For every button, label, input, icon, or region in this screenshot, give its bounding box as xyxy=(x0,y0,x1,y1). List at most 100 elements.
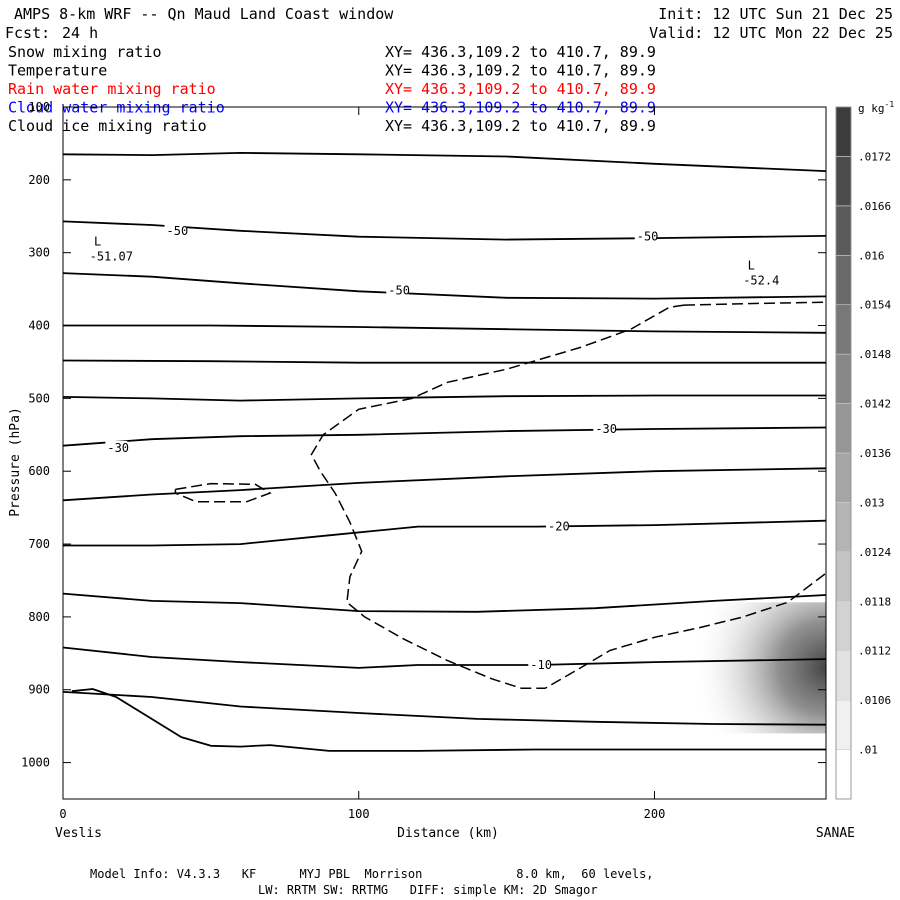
left-endpoint-label: Veslis xyxy=(55,826,102,841)
x-tick-label: 0 xyxy=(59,807,66,821)
x-tick-label: 100 xyxy=(348,807,370,821)
svg-text:-51.07: -51.07 xyxy=(90,249,133,263)
svg-text:L: L xyxy=(94,234,101,248)
svg-text:-50: -50 xyxy=(388,284,410,298)
colorbar-swatch xyxy=(835,502,852,553)
low-marker: L-52.4 xyxy=(743,258,779,287)
x-tick-label: 200 xyxy=(644,807,666,821)
colorbar-swatch xyxy=(835,452,852,503)
colorbar-swatch xyxy=(835,403,852,454)
right-endpoint-label: SANAE xyxy=(816,826,855,841)
y-axis-label: Pressure (hPa) xyxy=(8,407,23,517)
contour-label: -50 xyxy=(634,229,659,244)
colorbar-swatch xyxy=(835,600,852,652)
colorbar-swatch xyxy=(835,749,852,800)
contour-label: -30 xyxy=(593,421,617,436)
forecast-label: Fcst: xyxy=(5,24,50,42)
field-coords: XY= 436.3,109.2 to 410.7, 89.9 xyxy=(385,80,656,98)
colorbar-swatch xyxy=(835,551,852,602)
temperature-contour xyxy=(63,519,827,547)
contour-label: -20 xyxy=(546,519,570,534)
y-tick-label: 200 xyxy=(28,173,50,187)
colorbar-level-label: .0172 xyxy=(858,150,891,163)
colorbar-level-label: .01 xyxy=(858,744,878,757)
y-axis: 100 200 300 400 500 600 700 800 900 1000 xyxy=(21,100,826,770)
chart-title: AMPS 8-km WRF -- Qn Maud Land Coast wind… xyxy=(14,5,394,23)
low-marker: L-51.07 xyxy=(90,234,133,263)
y-tick-label: 300 xyxy=(28,246,50,260)
colorbar-swatch xyxy=(835,205,852,256)
y-tick-label: 500 xyxy=(28,391,50,405)
plot-area: -50 -50-50-30-30-20-10L-51.07L-52.4 xyxy=(62,106,827,800)
svg-text:-10: -10 xyxy=(530,658,552,672)
init-time: Init: 12 UTC Sun 21 Dec 25 xyxy=(658,5,893,23)
fields-legend: Snow mixing ratio XY= 436.3,109.2 to 410.… xyxy=(8,43,656,135)
y-tick-label: 600 xyxy=(28,464,50,478)
field-coords: XY= 436.3,109.2 to 410.7, 89.9 xyxy=(385,62,656,80)
contour-label: -50 xyxy=(164,223,189,238)
svg-text:-50: -50 xyxy=(637,230,659,244)
svg-text:L: L xyxy=(748,258,755,272)
temperature-contour xyxy=(62,359,826,364)
temperature-contour xyxy=(62,394,826,402)
temperature-contour xyxy=(62,426,827,447)
snow-mixing-shading xyxy=(689,602,826,734)
forecast-hours: 24 h xyxy=(62,24,98,42)
svg-text:-52.4: -52.4 xyxy=(743,273,779,287)
colorbar-swatch xyxy=(835,254,852,306)
y-tick-label: 900 xyxy=(28,683,50,697)
field-name: Snow mixing ratio xyxy=(8,43,162,61)
colorbar-swatch xyxy=(835,699,852,750)
colorbar-level-label: .0106 xyxy=(858,694,891,707)
svg-text:-30: -30 xyxy=(595,422,617,436)
cloud-ice-contour xyxy=(310,304,827,690)
valid-time: Valid: 12 UTC Mon 22 Dec 25 xyxy=(649,24,893,42)
model-info-line1: Model Info: V4.3.3 KF MYJ PBL Morrison 8… xyxy=(90,867,654,881)
colorbar-level-label: .0124 xyxy=(858,546,891,559)
colorbar-level-label: .0142 xyxy=(858,398,891,411)
field-coords: XY= 436.3,109.2 to 410.7, 89.9 xyxy=(385,43,656,61)
temperature-contour xyxy=(62,467,827,502)
y-tick-label: 400 xyxy=(28,319,50,333)
svg-text:-20: -20 xyxy=(548,520,570,534)
colorbar-level-label: .0166 xyxy=(858,200,891,213)
temperature-contour xyxy=(62,646,827,669)
plot-frame xyxy=(62,106,827,800)
field-coords: XY= 436.3,109.2 to 410.7, 89.9 xyxy=(385,117,656,135)
field-name: Temperature xyxy=(8,62,107,80)
y-tick-label: 100 xyxy=(28,100,50,114)
x-axis: 0 100 200 xyxy=(59,107,665,821)
colorbar-swatch xyxy=(835,156,852,207)
colorbar-level-label: .016 xyxy=(858,249,885,262)
colorbar-level-label: .0136 xyxy=(858,447,891,460)
colorbar-swatch xyxy=(835,353,852,404)
model-info-line2: LW: RRTM SW: RRTMG DIFF: simple KM: 2D S… xyxy=(258,883,598,897)
colorbar-level-label: .013 xyxy=(858,496,885,509)
colorbar-level-label: .0112 xyxy=(858,645,891,658)
colorbar-level-label: .0118 xyxy=(858,595,891,608)
temperature-contour xyxy=(62,592,827,613)
field-name: Rain water mixing ratio xyxy=(8,80,216,98)
colorbar-unit: g kg-1 xyxy=(858,100,894,115)
temperature-contour xyxy=(63,324,827,334)
colorbar-swatch xyxy=(835,650,852,701)
contour-label: -50 xyxy=(386,283,410,298)
svg-text:-30: -30 xyxy=(107,441,129,455)
field-name: Cloud ice mixing ratio xyxy=(8,117,207,135)
colorbar-level-label: .0154 xyxy=(858,299,891,312)
contour-label: -30 xyxy=(105,440,129,455)
colorbar-level-label: .0148 xyxy=(858,348,891,361)
temperature-contour xyxy=(62,691,827,726)
temperature-contour xyxy=(71,688,826,752)
cloud-ice-contour xyxy=(683,301,827,306)
y-tick-label: 700 xyxy=(28,537,50,551)
svg-text:-50: -50 xyxy=(167,224,189,238)
y-tick-label: 800 xyxy=(28,610,50,624)
y-tick-label: 1000 xyxy=(21,756,50,770)
colorbar-swatch xyxy=(835,304,852,355)
colorbar: .01 .0106 .0112 .0118 .0124 .013 .0136 .0142 .01… xyxy=(835,106,891,800)
temperature-contour xyxy=(62,272,827,300)
colorbar-frame xyxy=(835,106,852,800)
colorbar-swatch xyxy=(835,106,852,157)
